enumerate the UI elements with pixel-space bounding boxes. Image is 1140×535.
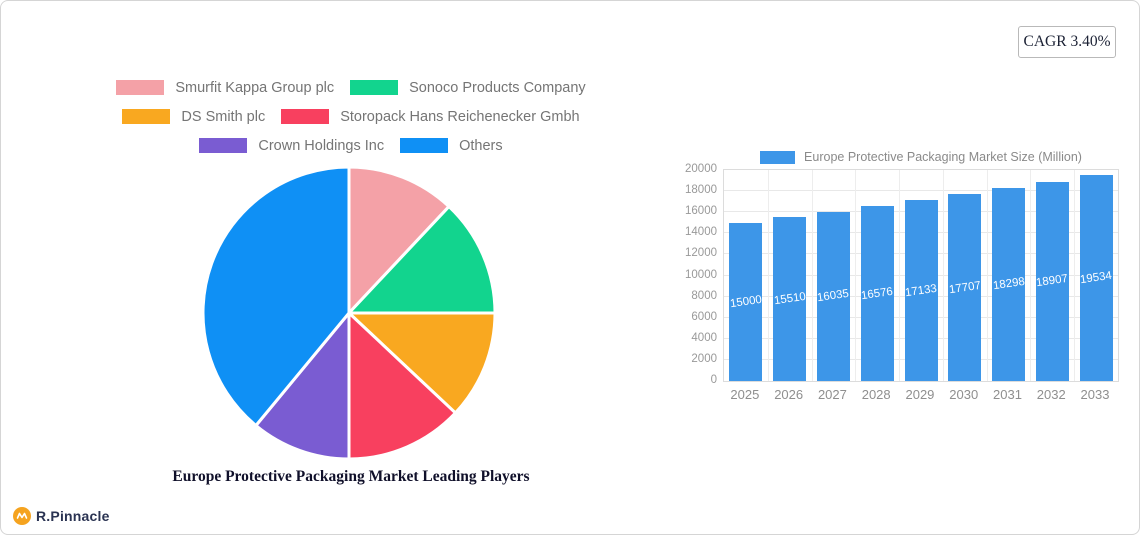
pie-slice-5[interactable] bbox=[201, 165, 351, 427]
y-axis-tick: 18000 bbox=[685, 184, 717, 197]
pie-slice-1[interactable] bbox=[347, 205, 497, 315]
pinnacle-circle-icon bbox=[13, 507, 31, 525]
legend-label: DS Smith plc bbox=[181, 108, 266, 125]
bar-value-label: 19534 bbox=[1079, 269, 1113, 287]
pie-slice-0[interactable] bbox=[347, 165, 451, 315]
bar-2028[interactable]: 16576 bbox=[861, 206, 894, 381]
y-axis-tick: 8000 bbox=[691, 289, 717, 302]
legend-row: Smurfit Kappa Group plc Sonoco Products C… bbox=[31, 73, 671, 102]
y-axis-tick: 16000 bbox=[685, 205, 717, 218]
legend-swatch bbox=[350, 80, 399, 95]
bar-value-label: 17707 bbox=[948, 279, 982, 296]
gridline-vertical bbox=[899, 170, 901, 381]
y-axis-tick: 20000 bbox=[685, 163, 717, 175]
pie-slice-3[interactable] bbox=[347, 311, 457, 461]
cagr-badge: CAGR 3.40% bbox=[1018, 26, 1116, 58]
bar-value-label: 16576 bbox=[860, 285, 894, 302]
legend-row: DS Smith plc Storopack Hans Reichenecker … bbox=[31, 102, 671, 131]
x-axis-tick: 2028 bbox=[861, 387, 891, 402]
gridline-vertical bbox=[942, 170, 944, 381]
legend-item-5[interactable]: Others bbox=[400, 138, 503, 154]
legend-item-3[interactable]: Storopack Hans Reichenecker Gmbh bbox=[281, 108, 580, 125]
bar-2026[interactable]: 15510 bbox=[773, 217, 806, 381]
bar-chart-plot: 15000 15510 16035 16576 17133 17707 18298 18907… bbox=[723, 169, 1119, 382]
bar-2032[interactable]: 18907 bbox=[1035, 181, 1069, 381]
bar-2025[interactable]: 15000 bbox=[729, 222, 763, 381]
legend-swatch bbox=[281, 109, 330, 124]
gridline-horizontal bbox=[724, 190, 1118, 192]
x-axis-tick: 2026 bbox=[774, 387, 804, 402]
legend-item-0[interactable]: Smurfit Kappa Group plc bbox=[116, 80, 334, 96]
y-axis-tick: 14000 bbox=[685, 226, 717, 239]
gridline-vertical bbox=[811, 170, 813, 381]
bar-value-label: 15000 bbox=[729, 293, 763, 311]
pie-slice-2[interactable] bbox=[347, 311, 497, 415]
pie-chart bbox=[199, 163, 499, 463]
brand-name: R.Pinnacle bbox=[36, 508, 110, 524]
x-axis-tick: 2033 bbox=[1080, 387, 1110, 402]
bar-chart-y-axis: 0 2000 4000 6000 8000 10000 12000 14000 16000 180… bbox=[661, 163, 717, 386]
x-axis-tick: 2025 bbox=[730, 387, 760, 402]
legend-item-1[interactable]: Sonoco Products Company bbox=[350, 80, 586, 96]
legend-swatch bbox=[122, 109, 171, 124]
bar-legend-swatch bbox=[760, 150, 796, 164]
bar-2030[interactable]: 17707 bbox=[948, 194, 981, 381]
x-axis-tick: 2031 bbox=[993, 387, 1022, 402]
gridline-vertical bbox=[767, 170, 769, 381]
gridline-vertical bbox=[1074, 170, 1076, 381]
legend-label: Others bbox=[459, 137, 503, 154]
bar-2031[interactable]: 18298 bbox=[991, 187, 1026, 381]
y-axis-tick: 4000 bbox=[691, 331, 717, 344]
legend-label: Storopack Hans Reichenecker Gmbh bbox=[340, 108, 580, 125]
y-axis-tick: 0 bbox=[710, 374, 717, 386]
pie-legend: Smurfit Kappa Group plc Sonoco Products C… bbox=[31, 73, 671, 160]
bar-2029[interactable]: 17133 bbox=[904, 200, 938, 381]
bar-value-label: 16035 bbox=[816, 288, 851, 305]
brand-watermark: R.Pinnacle bbox=[13, 507, 110, 525]
legend-row: Crown Holdings Inc Others bbox=[31, 131, 671, 160]
x-axis-tick: 2032 bbox=[1036, 387, 1066, 402]
bar-chart-legend[interactable]: Europe Protective Packaging Market Size … bbox=[723, 148, 1119, 166]
pie-chart-title: Europe Protective Packaging Market Leadi… bbox=[172, 468, 530, 485]
legend-label: Crown Holdings Inc bbox=[258, 137, 385, 154]
bar-value-label: 17133 bbox=[904, 282, 938, 299]
gridline-vertical bbox=[986, 170, 988, 381]
bar-chart-x-axis: 2025 2026 2027 2028 2029 2030 2031 2032 2033 bbox=[723, 387, 1119, 402]
legend-label: Smurfit Kappa Group plc bbox=[175, 79, 335, 96]
pie-svg bbox=[201, 165, 497, 461]
x-axis-tick: 2030 bbox=[949, 387, 979, 402]
y-axis-tick: 12000 bbox=[685, 247, 717, 260]
bar-2027[interactable]: 16035 bbox=[816, 211, 851, 381]
x-axis-tick: 2029 bbox=[905, 387, 935, 402]
bar-value-label: 15510 bbox=[772, 291, 807, 308]
legend-swatch bbox=[199, 138, 248, 153]
x-axis-tick: 2027 bbox=[817, 387, 847, 402]
y-axis-tick: 2000 bbox=[691, 352, 717, 365]
pie-slice-4[interactable] bbox=[254, 311, 351, 461]
bar-legend-label: Europe Protective Packaging Market Size … bbox=[804, 150, 1082, 164]
gridline-vertical bbox=[855, 170, 857, 381]
bar-2033[interactable]: 19534 bbox=[1079, 174, 1113, 381]
bar-value-label: 18298 bbox=[991, 276, 1026, 293]
legend-swatch bbox=[116, 80, 165, 95]
legend-item-2[interactable]: DS Smith plc bbox=[122, 109, 265, 125]
legend-swatch bbox=[400, 138, 449, 153]
y-axis-tick: 10000 bbox=[685, 268, 717, 281]
y-axis-tick: 6000 bbox=[691, 310, 717, 323]
legend-item-4[interactable]: Crown Holdings Inc bbox=[199, 138, 384, 154]
bar-value-label: 18907 bbox=[1035, 273, 1069, 290]
gridline-vertical bbox=[1030, 170, 1032, 381]
legend-label: Sonoco Products Company bbox=[409, 79, 586, 96]
